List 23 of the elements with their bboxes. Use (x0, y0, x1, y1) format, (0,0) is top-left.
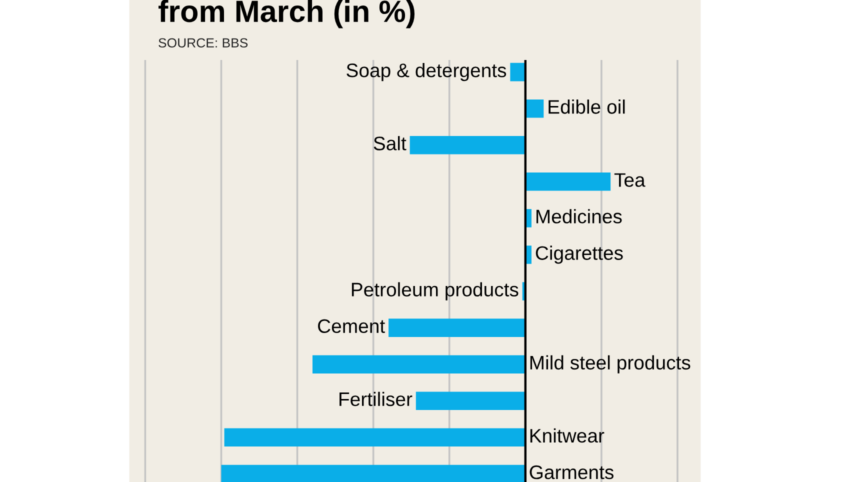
y-tick-label: Edible oil (548, 100, 625, 114)
y-tick-label: Garments (530, 465, 614, 480)
bar (224, 428, 526, 447)
y-tick-label: Medicines (536, 209, 622, 224)
y-tick-label: Cement (318, 319, 385, 334)
bar (525, 99, 544, 118)
bar (416, 392, 526, 410)
bar (388, 318, 526, 337)
bar (410, 136, 526, 154)
y-tick-label: Cigarettes (536, 246, 623, 264)
y-tick-label: Salt (374, 136, 406, 150)
y-tick-label: Mild steel products (530, 355, 690, 374)
bar (510, 62, 526, 82)
bar (221, 464, 526, 482)
source-note: SOURCE: BBS (158, 38, 248, 48)
bar (312, 355, 526, 374)
y-tick-label: Knitwear (530, 428, 604, 443)
y-tick-label: Petroleum products (352, 282, 518, 300)
y-tick-label: Tea (614, 173, 646, 187)
y-tick-label: Soap & detergents (346, 62, 506, 82)
y-tick-label: Fertiliser (340, 392, 412, 406)
bar (525, 172, 611, 191)
chart-title: from March (in %) (158, 0, 415, 28)
